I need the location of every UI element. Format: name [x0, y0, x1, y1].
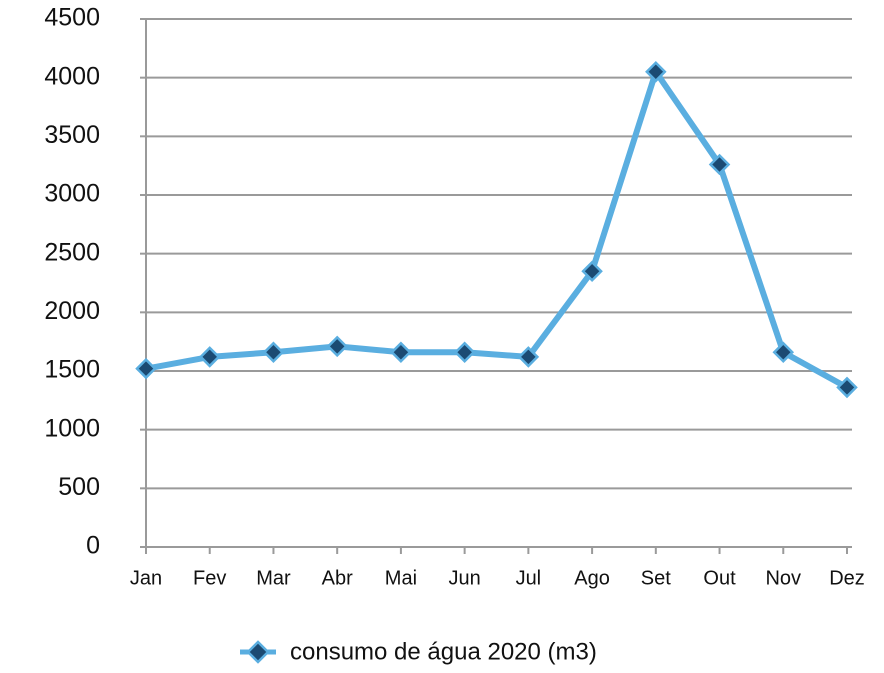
data-point: [708, 153, 731, 176]
data-point: [326, 335, 348, 358]
data-point: [453, 341, 476, 363]
x-tick-label: Jun: [449, 567, 481, 589]
data-point: [772, 341, 795, 363]
y-tick-label: 1000: [44, 414, 100, 442]
data-point: [135, 357, 157, 380]
data-point: [517, 346, 540, 368]
y-tick-label: 4500: [44, 4, 100, 32]
y-tick-label: 2500: [44, 238, 100, 266]
x-tick-label: Nov: [765, 567, 801, 589]
y-tick-label: 500: [58, 473, 100, 501]
x-tick-label: Mai: [385, 567, 417, 589]
legend-label: consumo de água 2020 (m3): [290, 638, 597, 665]
data-point: [198, 346, 221, 368]
y-tick-label: 0: [86, 532, 100, 560]
y-tick-label: 2000: [44, 297, 100, 325]
x-tick-label: Dez: [829, 567, 865, 589]
y-tick-label: 3000: [44, 180, 100, 208]
data-point: [390, 341, 412, 363]
x-tick-label: Jul: [516, 567, 542, 589]
y-tick-label: 4000: [44, 62, 100, 90]
x-tick-label: Ago: [574, 567, 610, 589]
series-line: [145, 68, 849, 391]
x-tick-label: Mar: [256, 567, 291, 589]
x-tick-label: Jan: [130, 567, 162, 589]
data-point: [581, 260, 603, 283]
y-tick-label: 1500: [44, 356, 100, 384]
y-tick-label: 3500: [44, 121, 100, 149]
data-point: [836, 376, 858, 399]
data-point: [645, 61, 667, 83]
legend-marker: [246, 640, 270, 664]
x-tick-label: Abr: [322, 567, 353, 589]
x-tick-label: Out: [703, 567, 736, 589]
x-tick-label: Fev: [193, 567, 226, 589]
data-point: [262, 341, 285, 363]
x-tick-label: Set: [641, 567, 671, 589]
